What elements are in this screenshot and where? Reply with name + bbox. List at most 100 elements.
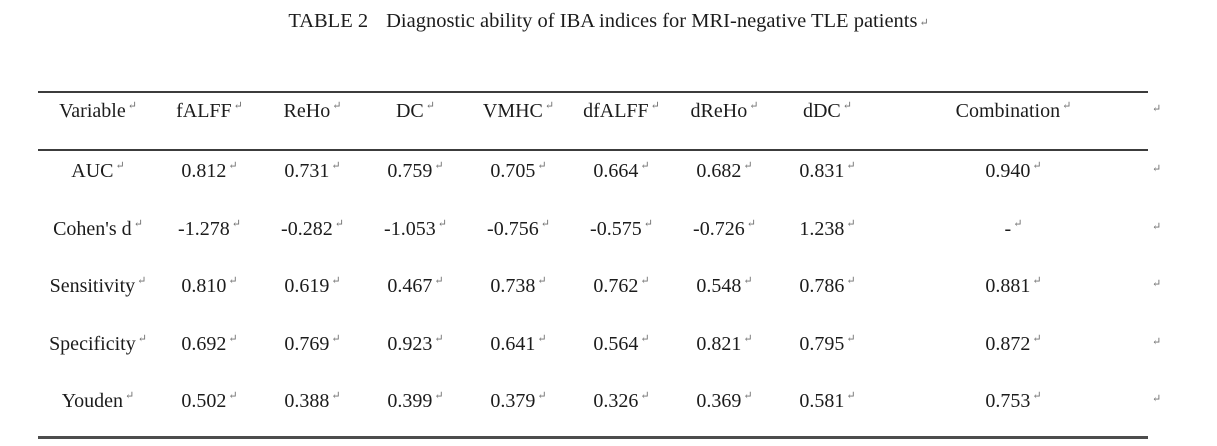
- end-of-cell-mark: ↵: [133, 217, 143, 230]
- cell-text: 0.738: [490, 275, 536, 297]
- table-cell-rowlabel: Sensitivity ↵: [38, 266, 158, 324]
- table-row: AUC ↵ 0.812 ↵ 0.731 ↵ 0.759 ↵ 0.705 ↵ 0.664 ↵ 0.682 ↵…: [38, 151, 1161, 209]
- cell-text: 0.731: [284, 160, 330, 182]
- end-of-cell-mark: ↵: [1013, 217, 1023, 230]
- table-cell-value: 0.759 ↵: [364, 151, 467, 209]
- cell-text: -0.756: [487, 217, 539, 240]
- table-row: Specificity ↵ 0.692 ↵ 0.769 ↵ 0.923 ↵ 0.641 ↵ 0.56…: [38, 324, 1161, 382]
- cell-text: 0.664: [593, 160, 639, 182]
- end-of-cell-mark: ↵: [846, 217, 856, 230]
- cell-text: 0.940: [985, 160, 1031, 182]
- table-caption-text: Diagnostic ability of IBA indices for MR…: [386, 10, 918, 32]
- end-of-cell-mark: ↵: [743, 275, 753, 287]
- end-of-cell-mark: ↵: [640, 332, 650, 345]
- table-caption: TABLE 2 Diagnostic ability of IBA indices…: [0, 10, 1217, 33]
- end-of-row-mark: ↵: [1152, 278, 1162, 290]
- cell-text: Specificity: [49, 332, 136, 355]
- cell-text: 0.581: [799, 390, 845, 412]
- table-cell-rowlabel: Youden ↵: [38, 381, 158, 436]
- table-cell-value: 0.753 ↵: [879, 381, 1148, 436]
- cell-text: Youden: [61, 390, 124, 412]
- table-cell-value: 0.786 ↵: [776, 266, 879, 324]
- end-of-cell-mark: ↵: [434, 332, 444, 345]
- table-cell-header: dfALFF ↵: [570, 93, 673, 149]
- end-of-cell-mark: ↵: [127, 100, 137, 112]
- end-of-cell-mark: ↵: [746, 217, 756, 230]
- end-of-cell-mark: ↵: [1032, 160, 1042, 172]
- table-cell-value: -1.053 ↵: [364, 209, 467, 267]
- cell-text: 0.682: [696, 160, 742, 182]
- end-of-cell-mark: ↵: [537, 332, 547, 345]
- cell-text: 0.564: [593, 332, 639, 355]
- cell-text: -1.278: [178, 217, 230, 240]
- end-of-cell-mark: ↵: [434, 160, 444, 172]
- table-cell-value: 0.641 ↵: [467, 324, 570, 382]
- end-of-cell-mark: ↵: [1032, 390, 1042, 402]
- end-of-cell-mark: ↵: [846, 332, 856, 345]
- table-cell-value: -0.282 ↵: [261, 209, 364, 267]
- end-of-cell-mark: ↵: [228, 390, 238, 402]
- cell-text: 0.762: [593, 275, 639, 297]
- cell-text: 0.548: [696, 275, 742, 297]
- table-cell-value: 0.664 ↵: [570, 151, 673, 209]
- end-of-cell-mark: ↵: [846, 390, 856, 402]
- table-cell-header: DC ↵: [364, 93, 467, 149]
- table-cell-value: 0.619 ↵: [261, 266, 364, 324]
- end-of-cell-mark: ↵: [233, 100, 243, 112]
- table-cell-value: 0.738 ↵: [467, 266, 570, 324]
- table-cell-value: 0.923 ↵: [364, 324, 467, 382]
- end-of-row-mark: ↵: [1152, 335, 1162, 348]
- end-of-cell-mark: ↵: [115, 160, 125, 172]
- table-caption-number: TABLE 2: [288, 10, 369, 32]
- cell-text: 0.502: [181, 390, 227, 412]
- table-cell-value: 0.326 ↵: [570, 381, 673, 436]
- end-of-cell-mark: ↵: [425, 100, 435, 112]
- end-of-cell-mark: ↵: [331, 160, 341, 172]
- cell-text: ReHo: [283, 100, 331, 122]
- table-cell-header: fALFF ↵: [158, 93, 261, 149]
- end-of-cell-mark: ↵: [1062, 100, 1072, 112]
- table-cell-value: 0.810 ↵: [158, 266, 261, 324]
- table-cell-header: Combination ↵: [879, 93, 1148, 149]
- cell-text: Sensitivity: [49, 275, 136, 297]
- end-of-cell-mark: ↵: [228, 332, 238, 345]
- table-cell-value: 0.762 ↵: [570, 266, 673, 324]
- end-of-cell-mark: ↵: [1032, 332, 1042, 345]
- end-of-cell-mark: ↵: [228, 275, 238, 287]
- cell-text: 0.388: [284, 390, 330, 412]
- end-of-cell-mark: ↵: [537, 160, 547, 172]
- table-cell-value: 0.795 ↵: [776, 324, 879, 382]
- cell-text: 0.923: [387, 332, 433, 355]
- cell-text: 0.619: [284, 275, 330, 297]
- table-cell-value: -0.575 ↵: [570, 209, 673, 267]
- table-cell-rowlabel: Cohen's d ↵: [38, 209, 158, 267]
- end-of-cell-mark: ↵: [540, 217, 550, 230]
- cell-text: 0.641: [490, 332, 536, 355]
- table-row: Sensitivity ↵ 0.810 ↵ 0.619 ↵ 0.467 ↵ 0.738 ↵ 0.76…: [38, 266, 1162, 324]
- paragraph-return-mark: ↵: [919, 17, 929, 29]
- end-of-cell-mark: ↵: [437, 217, 447, 230]
- cell-text: 0.795: [799, 332, 845, 355]
- cell-text: DC: [395, 100, 424, 122]
- cell-text: 0.810: [181, 275, 227, 297]
- table-cell-value: - ↵: [879, 209, 1148, 267]
- end-of-cell-mark: ↵: [1032, 275, 1042, 287]
- cell-text: 0.769: [284, 332, 330, 355]
- table-cell-value: 0.682 ↵: [673, 151, 776, 209]
- table-cell-value: 0.548 ↵: [673, 266, 776, 324]
- cell-text: 0.467: [387, 275, 433, 297]
- cell-text: AUC: [71, 160, 114, 182]
- table-cell-value: 0.881 ↵: [879, 266, 1148, 324]
- table-cell-header: VMHC ↵: [467, 93, 570, 149]
- end-of-cell-mark: ↵: [137, 275, 147, 287]
- cell-text: 0.753: [985, 390, 1031, 412]
- table-cell-value: -0.726 ↵: [673, 209, 776, 267]
- cell-text: fALFF: [176, 100, 232, 122]
- table-cell-value: 0.940 ↵: [879, 151, 1148, 209]
- cell-text: 0.831: [799, 160, 845, 182]
- cell-text: dDC: [802, 100, 841, 122]
- end-of-row-mark: ↵: [1152, 393, 1162, 405]
- table-cell-header: ReHo ↵: [261, 93, 364, 149]
- table-cell-value: 0.369 ↵: [673, 381, 776, 436]
- table-cell-value: 0.388 ↵: [261, 381, 364, 436]
